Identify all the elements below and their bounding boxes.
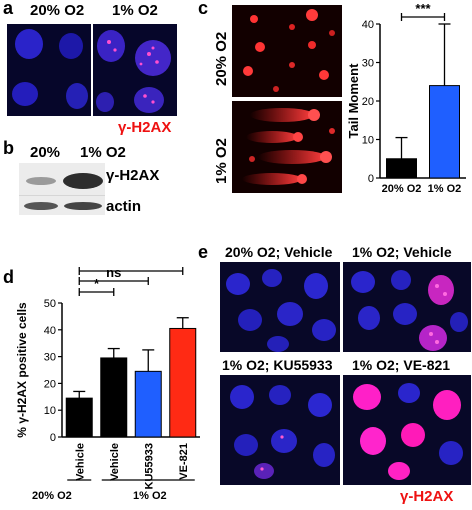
y-tick-label: 10 xyxy=(362,135,374,147)
bar xyxy=(386,158,417,179)
significance-label: ns xyxy=(106,265,121,280)
micrograph-a-hypoxia xyxy=(93,24,177,116)
y-tick-label: 0 xyxy=(368,173,374,185)
significance-label: * xyxy=(94,276,100,291)
x-tick-label: 20% O2 xyxy=(382,183,422,195)
significance-label: *** xyxy=(123,265,139,270)
panel-a-stain-label: γ-H2AX xyxy=(118,119,172,136)
y-tick-label: 0 xyxy=(50,432,56,444)
y-tick-label: 20 xyxy=(362,96,374,108)
y-tick-label: 10 xyxy=(44,405,56,417)
blot-band-label-actin: actin xyxy=(106,198,142,215)
bar xyxy=(65,397,93,438)
significance-label: *** xyxy=(415,1,431,16)
tail-moment-chart: 0 10 20 30 40 Tail Moment 20% O2 1% O2 *** xyxy=(348,1,466,195)
bar xyxy=(429,85,460,179)
y-tick-label: 40 xyxy=(362,19,374,31)
comet-row-label-normoxia: 20% O2 xyxy=(213,31,230,86)
comet-assay-normoxia xyxy=(232,5,342,97)
panel-d-letter: d xyxy=(3,267,14,287)
blot-lane-normoxia: 20% xyxy=(30,144,61,161)
panel-c-letter: c xyxy=(198,0,209,18)
x-tick-label: 1% O2 xyxy=(428,183,462,195)
x-tick-label: KU55933 xyxy=(143,443,155,489)
panel-e-title-hypoxia-ku55933: 1% O2; KU55933 xyxy=(222,357,333,373)
micrograph-e-hypoxia-ku55933 xyxy=(220,375,340,485)
panel-e-stain-label: γ-H2AX xyxy=(400,488,454,505)
bar xyxy=(169,327,197,438)
y-tick-label: 40 xyxy=(44,325,56,337)
group-label-hypoxia: 1% O2 xyxy=(133,490,167,502)
western-blot-image xyxy=(19,163,105,215)
y-tick-label: 30 xyxy=(44,352,56,364)
panel-b-letter: b xyxy=(3,138,14,158)
blot-band-label-h2ax: γ-H2AX xyxy=(106,167,160,184)
y-axis-label: Tail Moment xyxy=(348,63,361,139)
y-tick-label: 20 xyxy=(44,378,56,390)
micrograph-e-hypoxia-ve821 xyxy=(343,375,471,485)
group-label-normoxia: 20% O2 xyxy=(32,490,72,502)
panel-a-label-hypoxia: 1% O2 xyxy=(112,2,158,19)
x-tick-label: Vehicle xyxy=(74,443,86,481)
x-tick-label: VE-821 xyxy=(178,443,190,480)
blot-lane-hypoxia: 1% O2 xyxy=(80,144,126,161)
micrograph-a-normoxia xyxy=(7,24,91,116)
panel-e-title-normoxia-vehicle: 20% O2; Vehicle xyxy=(225,244,333,260)
panel-a-letter: a xyxy=(3,0,14,18)
comet-row-label-hypoxia: 1% O2 xyxy=(213,138,230,184)
comet-assay-hypoxia xyxy=(232,101,342,193)
panel-a-label-normoxia: 20% O2 xyxy=(30,2,85,19)
panel-e-title-hypoxia-vehicle: 1% O2; Vehicle xyxy=(352,244,452,260)
micrograph-e-hypoxia-vehicle xyxy=(343,262,471,352)
y-tick-label: 30 xyxy=(362,58,374,70)
panel-e-letter: e xyxy=(198,242,209,262)
bar xyxy=(134,370,162,438)
x-tick-label: Vehicle xyxy=(109,443,121,481)
micrograph-e-normoxia-vehicle xyxy=(220,262,340,352)
bar xyxy=(100,357,128,438)
h2ax-positive-chart: 0 10 20 30 40 50 % γ-H2AX positive cells Vehicl… xyxy=(15,265,200,489)
panel-e-title-hypoxia-ve821: 1% O2; VE-821 xyxy=(352,357,451,373)
y-axis-label: % γ-H2AX positive cells xyxy=(15,302,29,438)
y-tick-label: 50 xyxy=(44,298,56,310)
